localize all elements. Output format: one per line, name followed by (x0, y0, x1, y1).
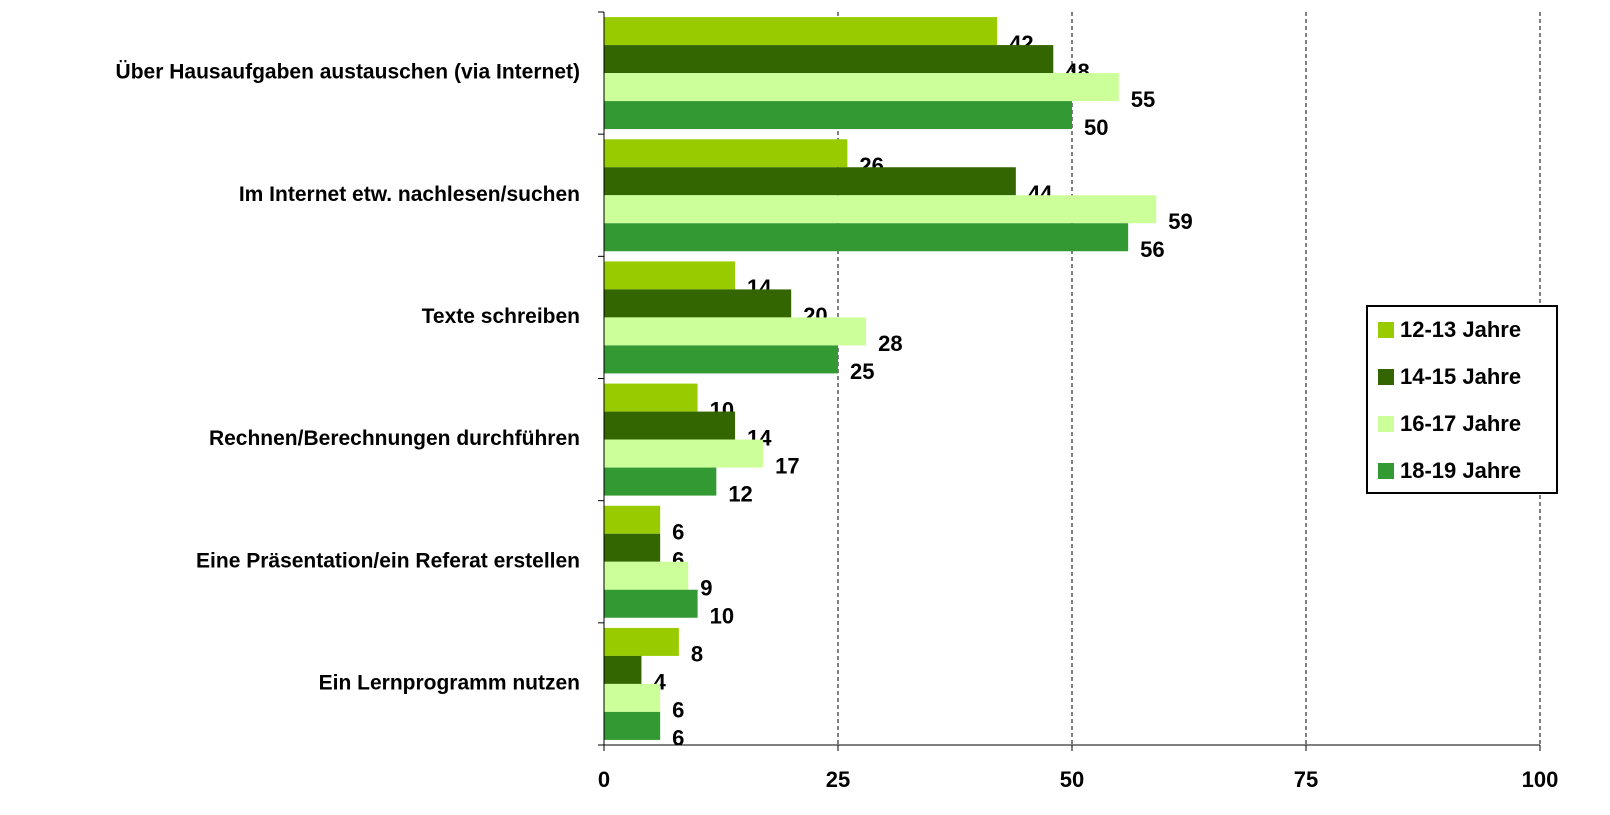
bar (604, 167, 1016, 196)
value-label: 10 (710, 604, 734, 629)
bar (604, 101, 1072, 130)
legend-box (1366, 305, 1558, 494)
value-label: 59 (1168, 209, 1192, 234)
bar (604, 317, 867, 346)
value-label: 12 (728, 481, 752, 506)
bar (604, 655, 642, 684)
legend-swatch (1378, 416, 1394, 432)
bar (604, 383, 698, 412)
bar (604, 439, 764, 468)
legend-swatch (1378, 322, 1394, 338)
y-tick-label: Über Hausaufgaben austauschen (via Inter… (116, 61, 580, 84)
bar (604, 411, 736, 440)
x-tick-label: 50 (1060, 767, 1084, 792)
bar (604, 467, 717, 496)
value-label: 28 (878, 331, 902, 356)
bar (604, 589, 698, 618)
value-label: 6 (672, 726, 684, 751)
bar (604, 289, 792, 318)
legend-label: 12-13 Jahre (1400, 317, 1521, 342)
bar (604, 683, 661, 712)
bar (604, 627, 679, 656)
y-tick-label: Im Internet etw. nachlesen/suchen (239, 183, 580, 206)
value-label: 8 (691, 642, 703, 667)
value-label: 17 (775, 453, 799, 478)
value-label: 55 (1131, 87, 1155, 112)
value-label: 25 (850, 359, 874, 384)
y-tick-label: Eine Präsentation/ein Referat erstellen (196, 549, 580, 572)
legend-label: 14-15 Jahre (1400, 364, 1521, 389)
legend-swatch (1378, 369, 1394, 385)
bar (604, 345, 838, 374)
bar (604, 17, 998, 46)
x-tick-label: 100 (1522, 767, 1559, 792)
bar (604, 139, 848, 168)
x-tick-label: 0 (598, 767, 610, 792)
value-label: 6 (672, 698, 684, 723)
bar (604, 533, 661, 562)
value-label: 6 (672, 520, 684, 545)
bar (604, 711, 661, 740)
bar (604, 73, 1119, 102)
bar (604, 45, 1054, 74)
bar (604, 195, 1157, 224)
legend-label: 18-19 Jahre (1400, 458, 1521, 483)
bar (604, 223, 1129, 252)
bar (604, 261, 736, 290)
x-tick-label: 25 (826, 767, 850, 792)
legend-label: 16-17 Jahre (1400, 411, 1521, 436)
bar (604, 505, 661, 534)
legend-swatch (1378, 463, 1394, 479)
bar (604, 561, 689, 590)
y-tick-label: Ein Lernprogramm nutzen (319, 671, 580, 694)
value-label: 56 (1140, 237, 1164, 262)
y-tick-label: Rechnen/Berechnungen durchführen (209, 427, 580, 450)
y-tick-label: Texte schreiben (422, 305, 580, 328)
value-label: 9 (700, 576, 712, 601)
value-label: 50 (1084, 115, 1108, 140)
x-tick-label: 75 (1294, 767, 1318, 792)
